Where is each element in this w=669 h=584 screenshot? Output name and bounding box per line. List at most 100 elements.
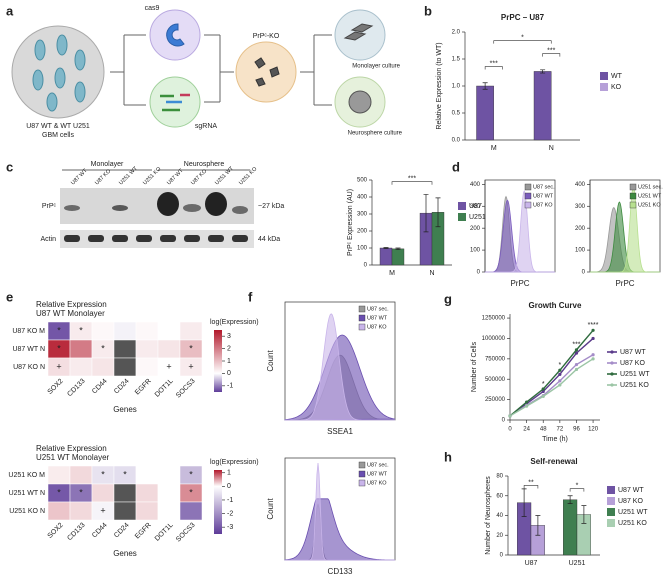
y-tick-label: 1.5 [452, 57, 461, 63]
legend-label: U87 WT [620, 349, 646, 356]
sgrna-icon [160, 93, 190, 112]
cell-mark: * [57, 343, 61, 353]
colorbar-tick-label: -3 [227, 524, 233, 531]
legend-label: U87 sec. [533, 184, 555, 190]
colorbar-title: log(Expression) [210, 319, 259, 326]
y-axis-label: Count [266, 498, 275, 520]
legend-swatch [600, 72, 608, 80]
legend-swatch [358, 323, 366, 331]
blot-membrane [60, 230, 254, 248]
y-tick-label: 0 [502, 418, 506, 424]
y-axis-label: Count [266, 350, 275, 372]
error-bar [383, 247, 389, 249]
y-tick-label: 250000 [485, 397, 506, 403]
colorbar [214, 470, 222, 534]
y-tick-label: 400 [470, 182, 481, 188]
x-tick-label: 120 [588, 427, 599, 433]
heatmap-cell [135, 321, 159, 341]
y-tick-label: 2.0 [452, 30, 461, 36]
neurosphere-icon [348, 90, 372, 114]
colorbar-title: log(Expression) [210, 459, 259, 466]
colorbar-tick-label: -1 [227, 383, 233, 390]
significance-label: * [558, 362, 561, 369]
data-point [525, 404, 529, 408]
heatmap-cell [69, 501, 93, 521]
x-axis-label: CD133 [328, 567, 353, 576]
y-tick-label: 20 [496, 533, 503, 539]
legend-label: U87 KO [618, 498, 643, 505]
row-label: U87 KO M [12, 328, 45, 335]
blot-size-label: 44 kDa [258, 236, 280, 243]
heatmap-cell [135, 501, 159, 521]
blot-lane-label: U87 KO [190, 168, 209, 187]
cell-mark: * [189, 343, 193, 353]
bar [533, 71, 552, 141]
heatmap-cell [135, 339, 159, 359]
column-label: CD24 [113, 522, 131, 540]
cell-mark: * [101, 469, 105, 479]
heatmap-cell [91, 483, 115, 503]
heatmap-cell [179, 501, 203, 521]
y-tick-label: 200 [357, 229, 368, 235]
row-label: U87 WT N [12, 346, 45, 353]
diagram-label: Neurosphere culture [348, 131, 403, 137]
y-tick-label: 300 [357, 212, 368, 218]
cell-mark: * [189, 469, 193, 479]
x-tick-label: M [491, 145, 497, 152]
column-label: CD44 [91, 522, 109, 540]
legend-label: U251 WT [638, 193, 662, 199]
diagram-label: Monolayer culture [352, 64, 400, 70]
y-tick-label: 500000 [485, 377, 506, 383]
legend-label: U251 WT [620, 371, 650, 378]
x-axis-label: SSEA1 [327, 427, 353, 436]
error-bar [521, 488, 527, 517]
panel-letter: d [452, 159, 460, 174]
x-axis-label: PrPC [510, 279, 529, 288]
significance-label: ** [528, 479, 534, 486]
x-tick-label: U251 [569, 560, 586, 567]
column-label: EGFR [134, 378, 153, 397]
panel-letter: f [248, 289, 253, 304]
y-tick-label: 0 [582, 270, 586, 276]
legend-label: U87 sec. [367, 462, 389, 468]
blot-lane-label: U87 KO [94, 168, 113, 187]
heatmap-cell [135, 483, 159, 503]
column-label: DOT1L [154, 522, 175, 543]
legend-label: U251 [469, 214, 486, 221]
cell-icons [32, 34, 86, 112]
y-tick-label: 400 [357, 195, 368, 201]
heatmap-cell [179, 357, 203, 377]
legend-swatch [607, 519, 615, 527]
chart-title: Self-renewal [530, 457, 577, 466]
data-point [558, 372, 562, 376]
y-tick-label: 1.0 [452, 84, 461, 90]
heatmap-cell [157, 483, 181, 503]
legend-swatch [358, 461, 366, 469]
legend-label: U87 KO [533, 202, 553, 208]
column-label: SOCS3 [175, 522, 197, 544]
column-label: CD44 [91, 378, 109, 396]
bar [379, 247, 393, 266]
error-bar [423, 194, 429, 233]
legend-swatch [358, 305, 366, 313]
x-tick-label: U87 [525, 560, 538, 567]
error-bar [567, 495, 573, 504]
blot-lane-label: U251 WT [214, 165, 235, 186]
data-point [574, 348, 579, 352]
data-point [508, 414, 512, 418]
histogram-curve [590, 185, 660, 273]
x-tick-label: 72 [557, 427, 564, 433]
bar [476, 85, 494, 141]
diagram-label: cas9 [145, 5, 160, 12]
y-tick-label: 0 [500, 553, 504, 559]
cell-mark: * [79, 487, 83, 497]
data-point [591, 353, 595, 357]
chart-title: Relative Expression [36, 444, 107, 453]
cell-mark: * [57, 325, 61, 335]
y-tick-label: 200 [470, 226, 481, 232]
y-axis-label: PrPᶜ Expression (AU) [347, 189, 354, 256]
error-bar [435, 197, 441, 228]
x-axis-label: Genes [113, 549, 137, 558]
heatmap-cell [179, 321, 203, 341]
bar [563, 499, 578, 556]
